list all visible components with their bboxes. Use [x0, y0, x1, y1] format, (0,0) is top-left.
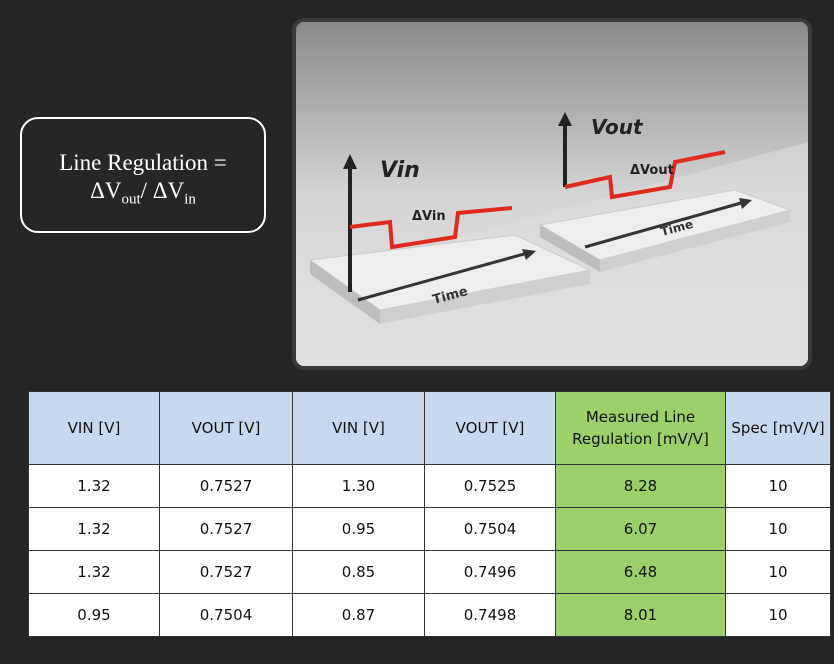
table-cell: 8.28	[555, 464, 726, 508]
table-cell: 0.95	[28, 593, 160, 637]
table-cell: 1.30	[292, 464, 425, 508]
formula-right: ΔVout/ ΔVin	[22, 177, 264, 214]
arrow-head	[739, 198, 752, 209]
time-axis	[584, 201, 742, 249]
header-cell: VOUT [V]	[159, 391, 293, 465]
table-cell: 1.32	[28, 507, 160, 551]
formula-box: Line Regulation = ΔVout/ ΔVin	[20, 117, 266, 233]
table-cell: 0.95	[292, 507, 425, 551]
table-cell: 0.7498	[424, 593, 556, 637]
illustration: Vout ΔVout Time Vin ΔVin Time	[292, 18, 812, 370]
delta-label: ΔVout	[630, 163, 674, 178]
table-cell: 0.7504	[424, 507, 556, 551]
table-cell: 8.01	[555, 593, 726, 637]
table-cell: 10	[725, 593, 831, 637]
table-cell: 6.07	[555, 507, 726, 551]
table-cell: 6.48	[555, 550, 726, 594]
table-cell: 0.87	[292, 593, 425, 637]
header-cell: VIN [V]	[28, 391, 160, 465]
signal-line	[349, 206, 513, 250]
platform-side	[540, 225, 600, 272]
header-cell: VOUT [V]	[424, 391, 556, 465]
platform-front	[600, 210, 790, 272]
time-axis	[357, 252, 525, 302]
platform-front	[380, 270, 590, 324]
subscript: out	[121, 191, 141, 208]
header-cell: VIN [V]	[292, 391, 425, 465]
delta-v: ΔV	[90, 178, 122, 203]
table-cell: 0.7527	[159, 507, 293, 551]
data-table: VIN [V] VOUT [V] VIN [V] VOUT [V] Measured L…	[28, 391, 831, 637]
delta-label: ΔVin	[412, 209, 446, 224]
right-platform: Vout ΔVout Time	[538, 112, 792, 272]
illustration-svg: Vout ΔVout Time Vin ΔVin Time	[296, 22, 808, 366]
arrow-head	[522, 249, 536, 260]
table-cell: 0.7527	[159, 550, 293, 594]
table-cell: 10	[725, 507, 831, 551]
table-cell: 0.7496	[424, 550, 556, 594]
table-row: 1.32 0.7527 0.85 0.7496 6.48 10	[28, 550, 831, 594]
table-cell: 1.32	[28, 550, 160, 594]
slash: / ΔV	[140, 178, 185, 203]
table-cell: 0.85	[292, 550, 425, 594]
axis-label: Vout	[591, 115, 644, 139]
axis-label: Vin	[380, 158, 420, 183]
table-cell: 10	[725, 550, 831, 594]
left-platform: Vin ΔVin Time	[308, 154, 592, 324]
arrow-head	[558, 112, 572, 126]
header-row: VIN [V] VOUT [V] VIN [V] VOUT [V] Measured L…	[28, 391, 831, 465]
table-row: 1.32 0.7527 1.30 0.7525 8.28 10	[28, 464, 831, 508]
header-cell: Spec [mV/V]	[725, 391, 831, 465]
table-cell: 0.7504	[159, 593, 293, 637]
arrow-head	[343, 154, 357, 169]
table-cell: 0.7525	[424, 464, 556, 508]
table-cell: 0.7527	[159, 464, 293, 508]
table-cell: 10	[725, 464, 831, 508]
subscript: in	[184, 191, 196, 208]
signal-line	[564, 150, 726, 200]
platform-side	[310, 260, 380, 324]
header-cell: Measured Line Regulation [mV/V]	[555, 391, 726, 465]
table-cell: 1.32	[28, 464, 160, 508]
formula-left: Line Regulation =	[59, 150, 227, 175]
table-row: 1.32 0.7527 0.95 0.7504 6.07 10	[28, 507, 831, 551]
table-row: 0.95 0.7504 0.87 0.7498 8.01 10	[28, 593, 831, 637]
